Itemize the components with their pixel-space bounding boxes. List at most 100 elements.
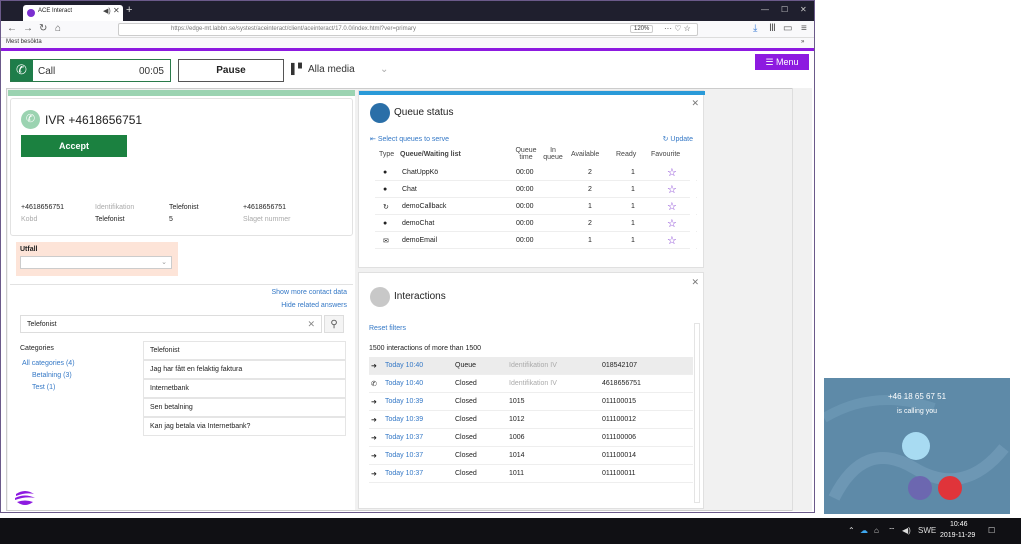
queue-name: demoChat [402,220,435,227]
interaction-number: 011100015 [602,398,636,405]
interaction-number: 011100014 [602,452,636,459]
interaction-row[interactable]: ➜ Today 10:37 Closed 1014 011100014 [369,447,693,465]
tab-bar: ACE Interact ◀) ✕ + — ☐ ✕ [1,1,814,21]
queue-available: 1 [588,237,592,244]
close-icon[interactable]: ✕ [691,277,699,287]
volume-icon[interactable]: ◀) [902,526,911,535]
interaction-row[interactable]: ➜ Today 10:39 Closed 1012 011100012 [369,411,693,429]
answer-item[interactable]: Telefonist [143,341,346,360]
library-icon[interactable]: Ⅲ [769,23,776,34]
star-icon[interactable]: ☆ [667,201,677,213]
answer-item[interactable]: Internetbank [143,379,346,398]
minimize-icon[interactable]: — [761,5,769,14]
call-label: Call [38,66,56,77]
forward-icon[interactable]: → [23,23,33,34]
interaction-time: Today 10:37 [385,434,424,441]
call-status[interactable]: Call 00:05 [10,59,171,82]
category-all[interactable]: All categories (4) [22,360,75,367]
interaction-time: Today 10:40 [385,362,424,369]
queue-row[interactable]: ● demoChat 00:00 2 1 ☆ [375,215,697,232]
category-betalning[interactable]: Betalning (3) [32,372,72,379]
onedrive-icon[interactable]: ☁ [860,526,868,535]
clock-time[interactable]: 10:46 [950,521,968,528]
network-icon[interactable]: ⌂ [874,526,879,535]
app-favicon-icon [27,9,35,17]
page-actions-icon[interactable]: ··· ♡ ☆ [664,24,691,33]
answer-search-input[interactable]: Telefonist ✕ [20,315,322,333]
tray-chevron-icon[interactable]: ⌃ [848,526,855,535]
answer-call-button[interactable] [908,476,932,500]
star-icon[interactable]: ☆ [667,167,677,179]
answer-item[interactable]: Kan jag betala via Internetbank? [143,417,346,436]
queue-row[interactable]: ● Chat 00:00 2 1 ☆ [375,181,697,198]
clear-icon[interactable]: ✕ [307,319,315,329]
answer-item[interactable]: Jag har fått en felaktig faktura [143,360,346,379]
interaction-status: Closed [455,398,477,405]
interaction-row[interactable]: ➜ Today 10:39 Closed 1015 011100015 [369,393,693,411]
maximize-icon[interactable]: ☐ [781,5,789,14]
speaker-icon[interactable]: ◀) [103,8,111,15]
callback-icon: ↻ [383,204,389,211]
interaction-row[interactable]: ✆ Today 10:40 Closed Identifikation IV 4… [369,375,693,393]
queue-count-value: 5 [169,216,173,223]
queue-available: 2 [588,186,592,193]
queue-row[interactable]: ✉ demoEmail 00:00 1 1 ☆ [375,232,697,249]
queue-row[interactable]: ● ChatUppKö 00:00 2 1 ☆ [375,164,697,181]
accept-button[interactable]: Accept [21,135,127,157]
search-button[interactable]: ⚲ [324,315,344,333]
star-icon[interactable]: ☆ [667,184,677,196]
url-bar[interactable]: https://edge-mt.labbn.se/systest/aceinte… [118,23,698,36]
download-icon[interactable]: ⤓ [753,23,758,34]
forward-call-button[interactable] [902,432,930,460]
interaction-status: Closed [455,452,477,459]
queue-scrollbar[interactable] [690,165,696,263]
bookmarks-overflow-icon[interactable]: » [801,39,805,45]
hide-related-answers-link[interactable]: Hide related answers [281,302,347,309]
star-icon[interactable]: ☆ [667,235,677,247]
contact-panel: ✆ IVR +4618656751 Accept +4618656751 Kob… [8,90,355,510]
star-icon[interactable]: ☆ [667,218,677,230]
reload-icon[interactable]: ↻ [39,23,48,34]
identification-label: Identifikation [95,204,135,211]
reset-filters-link[interactable]: Reset filters [369,325,406,332]
update-link[interactable]: ↻ Update [662,136,693,143]
window-close-icon[interactable]: ✕ [800,5,807,14]
hamburger-icon[interactable]: ≡ [801,23,807,34]
queue-row[interactable]: ↻ demoCallback 00:00 1 1 ☆ [375,198,697,215]
utfall-label: Utfall [20,246,38,253]
home-icon[interactable]: ⌂ [55,23,62,34]
sidebar-icon[interactable]: ▭ [783,23,793,34]
interaction-row[interactable]: ➜ Today 10:37 Closed 1011 011100011 [369,465,693,483]
close-icon[interactable]: ✕ [691,98,699,108]
new-tab-icon[interactable]: + [126,4,133,16]
telefonist-value: Telefonist [169,204,199,211]
queue-ready: 1 [631,220,635,227]
zoom-level[interactable]: 120% [630,25,654,33]
tab-ace-interact[interactable]: ACE Interact ◀) ✕ [23,5,123,21]
back-icon[interactable]: ← [7,23,17,34]
col-in-queue: In queue [543,147,563,161]
chevron-down-icon: ⌄ [380,64,389,75]
telefonist-label: Telefonist [95,216,125,223]
page-scrollbar[interactable] [792,88,812,511]
pause-button[interactable]: Pause [178,59,284,82]
menu-button[interactable]: ☰ Menu [755,54,809,70]
wifi-icon[interactable]: ⌔ [888,526,896,535]
media-select[interactable]: ▌▘ Alla media ⌄ [291,64,391,75]
notification-icon[interactable]: ☐ [988,526,996,535]
interactions-scrollbar[interactable] [694,323,700,503]
clock-date[interactable]: 2019-11-29 [940,532,976,539]
interaction-row[interactable]: ➜ Today 10:40 Queue Identifikation IV 01… [369,357,693,375]
category-test[interactable]: Test (1) [32,384,56,391]
interaction-row[interactable]: ➜ Today 10:37 Closed 1006 011100006 [369,429,693,447]
select-queues-link[interactable]: ⇤ Select queues to serve [370,136,450,143]
utfall-select[interactable]: ⌄ [20,256,172,269]
show-more-contact-data-link[interactable]: Show more contact data [271,289,348,296]
chat-icon: ● [383,169,388,176]
language-indicator[interactable]: SWE [918,526,937,535]
answer-item[interactable]: Sen betalning [143,398,346,417]
bookmark-most-visited[interactable]: Mest besökta [6,39,42,45]
media-select-value: Alla media [308,64,355,75]
reject-call-button[interactable] [938,476,962,500]
tab-close-icon[interactable]: ✕ [113,6,120,15]
